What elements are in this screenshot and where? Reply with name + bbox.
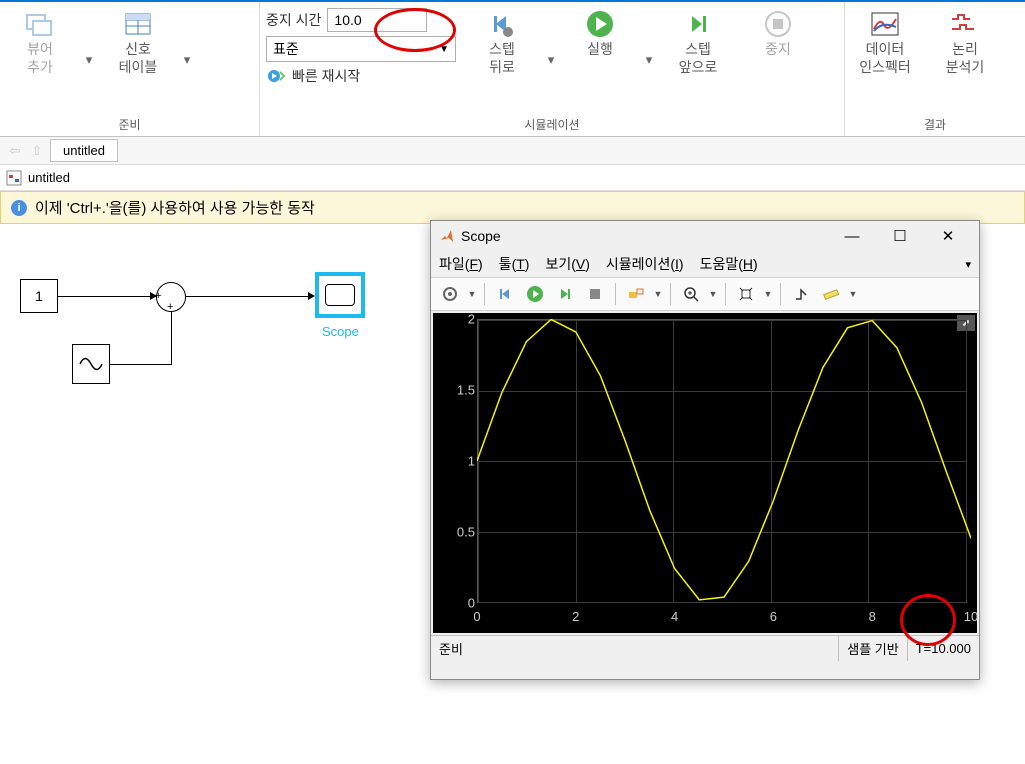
menu-more[interactable]: ▾ xyxy=(965,258,971,271)
tb-highlight-dropdown[interactable]: ▼ xyxy=(653,289,663,299)
status-sample: 샘플 기반 xyxy=(839,636,907,661)
tb-highlight[interactable] xyxy=(623,281,649,307)
scope-window[interactable]: Scope — ☐ ✕ 파일(F) 툴(T) 보기(V) 시뮬레이션(I) 도움… xyxy=(430,220,980,680)
tb-measure[interactable] xyxy=(818,281,844,307)
step-forward-button[interactable]: 스텝 앞으로 xyxy=(658,6,738,80)
viewer-add-button[interactable]: 뷰어 추가 xyxy=(0,6,80,80)
tb-autoscale-dropdown[interactable]: ▼ xyxy=(763,289,773,299)
constant-block[interactable]: 1 xyxy=(20,279,58,313)
group-label-prep: 준비 xyxy=(0,113,259,136)
menu-help[interactable]: 도움말(H) xyxy=(700,254,758,274)
tb-triggers[interactable] xyxy=(788,281,814,307)
step-back-button[interactable]: 스텝 뒤로 xyxy=(462,6,542,80)
scope-menubar[interactable]: 파일(F) 툴(T) 보기(V) 시뮬레이션(I) 도움말(H) ▾ xyxy=(431,251,979,277)
close-button[interactable]: ✕ xyxy=(925,222,971,250)
scope-block[interactable] xyxy=(315,272,365,318)
group-label-sim: 시뮬레이션 xyxy=(260,113,844,136)
nav-back[interactable]: ⇦ xyxy=(6,142,24,160)
info-icon: i xyxy=(11,200,27,216)
tb-step-fwd[interactable] xyxy=(552,281,578,307)
mode-combo[interactable]: 표준▼ xyxy=(266,36,456,62)
menu-file[interactable]: 파일(F) xyxy=(439,254,483,274)
scope-plot[interactable]: ⬈ 00.511.52 0246810 xyxy=(433,313,977,633)
tb-measure-dropdown[interactable]: ▼ xyxy=(848,289,858,299)
signal-table-button[interactable]: 신호 테이블 xyxy=(98,6,178,80)
signal-table-dropdown-arrow[interactable]: ▾ xyxy=(178,30,196,90)
model-tab[interactable]: untitled xyxy=(50,139,118,162)
stop-time-label: 중지 시간 xyxy=(266,10,321,30)
logic-analyzer-button[interactable]: 논리 분석기 xyxy=(925,6,1005,80)
status-time: T=10.000 xyxy=(908,636,979,661)
menu-tools[interactable]: 툴(T) xyxy=(499,254,530,274)
nav-row: ⇦ ⇧ untitled xyxy=(0,137,1025,165)
tb-step-back[interactable] xyxy=(492,281,518,307)
nav-up[interactable]: ⇧ xyxy=(28,142,46,160)
data-inspector-button[interactable]: 데이터 인스펙터 xyxy=(845,6,925,80)
settings-dropdown[interactable]: ▼ xyxy=(467,289,477,299)
viewer-dropdown-arrow[interactable]: ▾ xyxy=(80,30,98,90)
tb-stop[interactable] xyxy=(582,281,608,307)
model-icon xyxy=(6,170,22,186)
run-button[interactable]: 실행 xyxy=(560,6,640,62)
info-text: 이제 'Ctrl+.'을(를) 사용하여 사용 가능한 동작 xyxy=(35,197,315,218)
fast-restart-button[interactable]: 빠른 재시작 xyxy=(266,66,456,86)
scope-statusbar: 준비 샘플 기반 T=10.000 xyxy=(431,635,979,661)
run-dropdown[interactable]: ▾ xyxy=(640,30,658,90)
sum-block[interactable]: + + xyxy=(156,282,186,312)
tb-zoom-dropdown[interactable]: ▼ xyxy=(708,289,718,299)
scope-titlebar[interactable]: Scope — ☐ ✕ xyxy=(431,221,979,251)
scope-title-text: Scope xyxy=(461,228,501,244)
minimize-button[interactable]: — xyxy=(829,222,875,250)
sine-block[interactable] xyxy=(72,344,110,384)
matlab-icon xyxy=(439,228,455,244)
status-ready: 준비 xyxy=(431,636,839,661)
maximize-button[interactable]: ☐ xyxy=(877,222,923,250)
settings-button[interactable] xyxy=(437,281,463,307)
tb-zoom[interactable] xyxy=(678,281,704,307)
scope-toolbar: ▼ ▼ ▼ ▼ ▼ xyxy=(431,277,979,311)
stop-time-input[interactable] xyxy=(327,8,427,32)
doc-title: untitled xyxy=(28,170,70,185)
menu-sim[interactable]: 시뮬레이션(I) xyxy=(606,254,684,274)
group-label-result: 결과 xyxy=(845,113,1025,136)
scope-block-label: Scope xyxy=(322,324,359,339)
ribbon: 뷰어 추가 ▾ 신호 테이블 ▾ 준비 중지 시간 표준▼ xyxy=(0,2,1025,137)
step-back-dropdown[interactable]: ▾ xyxy=(542,30,560,90)
tb-autoscale[interactable] xyxy=(733,281,759,307)
menu-view[interactable]: 보기(V) xyxy=(545,254,589,274)
stop-button[interactable]: 중지 xyxy=(738,6,818,62)
tb-run[interactable] xyxy=(522,281,548,307)
